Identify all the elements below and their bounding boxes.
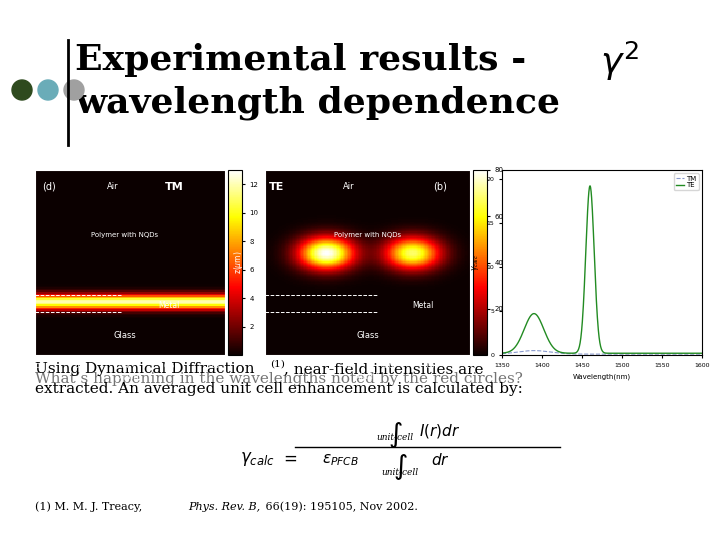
Text: (d): (d) <box>42 181 55 192</box>
Line: TM: TM <box>502 350 702 354</box>
TM <box>670 351 679 357</box>
Legend: TM, TE: TM, TE <box>674 173 698 190</box>
Text: Glass: Glass <box>356 331 379 340</box>
Text: Polymer with NQDs: Polymer with NQDs <box>334 232 401 238</box>
Text: What’s happening in the wavelengths noted by the red circles?: What’s happening in the wavelengths note… <box>35 372 523 386</box>
Text: TM: TM <box>165 181 184 192</box>
TM <box>649 351 658 357</box>
Text: $\gamma^2$: $\gamma^2$ <box>600 40 639 83</box>
Text: (1) M. M. J. Treacy,: (1) M. M. J. Treacy, <box>35 502 145 512</box>
Text: Air: Air <box>107 181 118 191</box>
TE <box>510 345 518 351</box>
Circle shape <box>64 80 84 100</box>
Text: $=$: $=$ <box>280 450 297 467</box>
Y-axis label: z($\mu$m): z($\mu$m) <box>1 251 14 274</box>
Text: Metal: Metal <box>413 301 434 309</box>
Text: $\int$: $\int$ <box>392 452 408 482</box>
TE <box>614 350 623 356</box>
Text: Polymer with NQDs: Polymer with NQDs <box>91 232 158 238</box>
Text: Using Dynamical Diffraction: Using Dynamical Diffraction <box>35 362 254 376</box>
TE <box>619 350 628 356</box>
TE <box>626 350 634 356</box>
Text: 66(19): 195105, Nov 2002.: 66(19): 195105, Nov 2002. <box>262 502 418 512</box>
TE <box>650 350 659 356</box>
Text: $\gamma_{calc}$: $\gamma_{calc}$ <box>240 450 275 468</box>
TM <box>530 347 539 354</box>
Circle shape <box>38 80 58 100</box>
Text: Phys. Rev. B,: Phys. Rev. B, <box>188 502 260 512</box>
Text: $I(r)dr$: $I(r)dr$ <box>419 422 461 440</box>
Y-axis label: $\gamma_{calc}$: $\gamma_{calc}$ <box>470 254 481 271</box>
Y-axis label: z($\mu$m): z($\mu$m) <box>232 251 245 274</box>
Text: $dr$: $dr$ <box>431 452 449 468</box>
Text: extracted. An averaged unit cell enhancement is calculated by:: extracted. An averaged unit cell enhance… <box>35 382 523 396</box>
X-axis label: x($\mu$m): x($\mu$m) <box>356 370 379 383</box>
TE <box>624 350 633 356</box>
TE <box>670 350 679 356</box>
Text: Air: Air <box>343 181 354 191</box>
TM <box>626 351 634 357</box>
TM <box>698 351 706 357</box>
Text: (b): (b) <box>433 181 447 192</box>
TM <box>498 350 506 357</box>
Text: unit-cell: unit-cell <box>377 433 413 442</box>
X-axis label: x($\mu$m): x($\mu$m) <box>118 370 142 383</box>
TE <box>698 350 706 356</box>
TM <box>510 349 518 356</box>
Text: $\varepsilon_{PFCB}$: $\varepsilon_{PFCB}$ <box>322 452 359 468</box>
Text: $\int$: $\int$ <box>387 420 402 450</box>
X-axis label: Wavelength(nm): Wavelength(nm) <box>573 373 631 380</box>
Text: , near-field intensities are: , near-field intensities are <box>284 362 484 376</box>
Circle shape <box>12 80 32 100</box>
Text: Glass: Glass <box>113 331 136 340</box>
TE <box>498 350 506 356</box>
Line: TE: TE <box>502 186 702 353</box>
Text: (1): (1) <box>270 360 285 369</box>
Text: wavelength dependence: wavelength dependence <box>75 85 560 119</box>
TM <box>614 351 623 357</box>
TM <box>619 351 628 357</box>
Text: TE: TE <box>269 181 284 192</box>
Text: Metal: Metal <box>158 301 179 309</box>
Text: Experimental results -: Experimental results - <box>75 43 526 77</box>
Text: unit-cell: unit-cell <box>382 468 418 477</box>
TM <box>670 351 679 357</box>
TE <box>586 183 595 189</box>
